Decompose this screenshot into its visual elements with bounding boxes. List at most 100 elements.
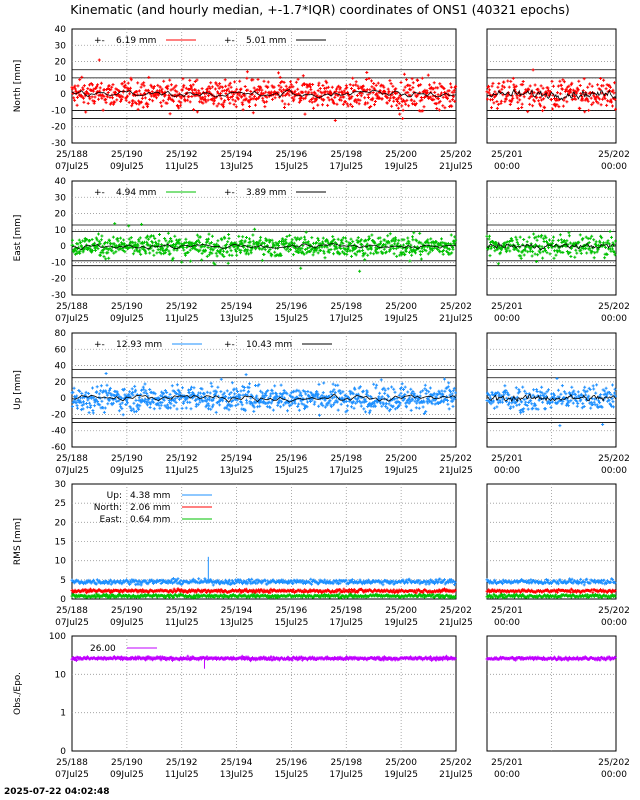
east-ytick: 40: [55, 177, 67, 187]
up-points: [485, 377, 617, 428]
xtick-date: 15Jul25: [275, 162, 309, 172]
east-ytick: 30: [55, 193, 67, 203]
xtick-zoom-date: 00:00: [601, 314, 627, 324]
east-point: [485, 230, 617, 266]
north-ytick: 20: [55, 58, 67, 68]
xtick-zoom-doy: 25/201: [491, 150, 523, 160]
xtick-date: 15Jul25: [275, 466, 309, 476]
xtick-date: 13Jul25: [220, 314, 254, 324]
xtick-doy: 25/192: [166, 758, 198, 768]
east-legend-value: 4.94 mm: [116, 188, 156, 198]
up-ytick: 60: [55, 345, 67, 355]
north-ytick: -20: [51, 123, 66, 133]
xtick-date: 21Jul25: [439, 162, 473, 172]
xtick-doy: 25/198: [330, 150, 362, 160]
xtick-doy: 25/202: [440, 150, 472, 160]
xtick-doy: 25/196: [276, 150, 308, 160]
rms-series-0: [485, 577, 617, 587]
xtick-doy: 25/190: [111, 302, 143, 312]
xtick-zoom-date: 00:00: [494, 466, 520, 476]
xtick-date: 11Jul25: [165, 618, 199, 628]
obs-ytick: 1: [60, 709, 66, 719]
xtick-zoom-date: 00:00: [601, 770, 627, 780]
north-legend-sign: +-: [94, 36, 105, 46]
up-ytick: 40: [55, 362, 67, 372]
xtick-date: 13Jul25: [220, 162, 254, 172]
xtick-doy: 25/202: [440, 606, 472, 616]
xtick-doy: 25/192: [166, 454, 198, 464]
up-legend-sign: +-: [94, 340, 105, 350]
up-median-line: [71, 393, 457, 403]
east-ytick: 10: [55, 226, 67, 236]
rms-series-2: [70, 592, 457, 600]
xtick-date: 17Jul25: [329, 162, 363, 172]
up-legend-value: 10.43 mm: [246, 340, 292, 350]
up-ytick: -20: [51, 410, 66, 420]
rms-ytick: 5: [60, 576, 66, 586]
north-point: [70, 58, 458, 122]
xtick-doy: 25/202: [440, 302, 472, 312]
rms-series-0: [70, 577, 457, 587]
xtick-zoom-date: 00:00: [601, 618, 627, 628]
east-ytick: -10: [51, 258, 66, 268]
xtick-date: 17Jul25: [329, 770, 363, 780]
north-legend-value: 5.01 mm: [246, 36, 286, 46]
north-ytick: -10: [51, 106, 66, 116]
xtick-date: 11Jul25: [165, 770, 199, 780]
north-ytick: -30: [51, 139, 66, 149]
east-main-frame: [71, 180, 457, 296]
xtick-zoom-date: 00:00: [601, 466, 627, 476]
up-legend-value: 12.93 mm: [116, 340, 162, 350]
xtick-doy: 25/188: [56, 758, 88, 768]
xtick-doy: 25/196: [276, 302, 308, 312]
up-median-line: [486, 393, 617, 403]
obs-main-frame: [71, 635, 457, 752]
xtick-doy: 25/194: [221, 150, 253, 160]
obs-ytick: 0: [60, 747, 66, 757]
xtick-doy: 25/196: [276, 606, 308, 616]
east-points: [70, 222, 458, 273]
xtick-date: 11Jul25: [165, 162, 199, 172]
xtick-date: 09Jul25: [110, 162, 144, 172]
xtick-date: 19Jul25: [384, 466, 418, 476]
xtick-date: 15Jul25: [275, 314, 309, 324]
xtick-zoom-date: 00:00: [601, 162, 627, 172]
xtick-doy: 25/192: [166, 606, 198, 616]
rms-ytick: 30: [55, 480, 67, 490]
north-ytick: 10: [55, 74, 67, 84]
north-ylabel: North [mm]: [13, 60, 23, 113]
xtick-date: 19Jul25: [384, 770, 418, 780]
up-point: [70, 372, 458, 417]
north-legend-value: 6.19 mm: [116, 36, 156, 46]
rms-ytick: 25: [55, 499, 66, 509]
xtick-doy: 25/200: [385, 454, 417, 464]
east-ytick: 20: [55, 210, 67, 220]
xtick-date: 21Jul25: [439, 314, 473, 324]
xtick-doy: 25/192: [166, 302, 198, 312]
up-ylabel: Up [mm]: [13, 370, 23, 410]
xtick-zoom-doy: 25/201: [491, 606, 523, 616]
xtick-doy: 25/200: [385, 150, 417, 160]
rms-legend-name: Up:: [107, 491, 122, 501]
north-ytick: 30: [55, 41, 67, 51]
rms-legend-name: North:: [94, 503, 122, 513]
xtick-zoom-doy: 25/201: [491, 758, 523, 768]
up-legend-sign: +-: [224, 340, 235, 350]
xtick-doy: 25/198: [330, 758, 362, 768]
rms-ytick: 0: [60, 595, 66, 605]
east-legend-sign: +-: [224, 188, 235, 198]
xtick-zoom-doy: 25/201: [491, 454, 523, 464]
timestamp: 2025-07-22 04:02:48: [4, 787, 110, 797]
chart-title: Kinematic (and hourly median, +-1.7*IQR)…: [70, 2, 570, 17]
obs-ylabel: Obs./Epo.: [13, 672, 23, 715]
north-median-line: [71, 89, 457, 99]
xtick-date: 07Jul25: [55, 770, 89, 780]
xtick-doy: 25/202: [440, 758, 472, 768]
xtick-date: 07Jul25: [55, 314, 89, 324]
east-points: [485, 230, 617, 266]
xtick-date: 11Jul25: [165, 466, 199, 476]
xtick-date: 09Jul25: [110, 314, 144, 324]
xtick-date: 11Jul25: [165, 314, 199, 324]
up-points: [70, 372, 458, 417]
north-ytick: 0: [60, 90, 66, 100]
